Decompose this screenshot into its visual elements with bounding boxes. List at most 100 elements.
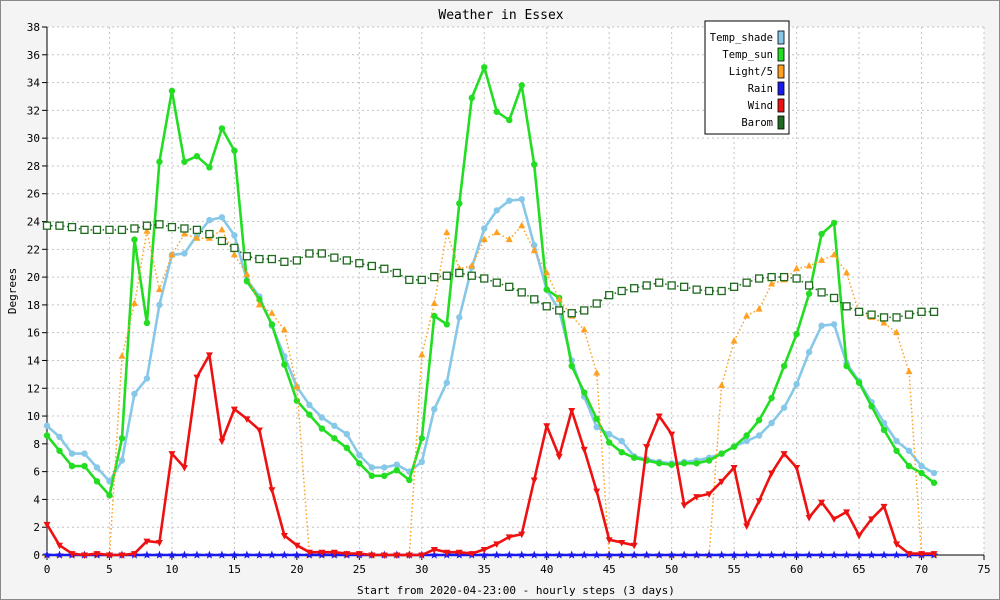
data-point: [593, 488, 601, 496]
data-point: [505, 534, 513, 541]
data-point: [81, 462, 88, 470]
data-point: [618, 539, 626, 547]
data-point: [81, 450, 88, 457]
data-point: [255, 550, 264, 559]
data-point: [268, 487, 276, 494]
data-point: [793, 464, 801, 472]
data-point: [168, 451, 176, 458]
data-point: [167, 550, 177, 559]
data-point: [468, 261, 476, 269]
data-point: [405, 552, 413, 559]
legend-label: Rain: [748, 83, 773, 95]
legend-label: Light/5: [729, 66, 773, 78]
data-point: [293, 397, 301, 404]
data-point: [805, 261, 813, 269]
data-point: [393, 461, 401, 468]
x-tick-label: 65: [852, 563, 865, 576]
data-point: [792, 550, 801, 559]
data-point: [743, 312, 751, 319]
data-point: [780, 362, 788, 370]
x-tick-label: 40: [540, 563, 553, 576]
legend: Temp_shade Temp_sun Light/5 Rain Wind Barom: [704, 20, 790, 135]
chart-title: Weather in Essex: [438, 8, 563, 23]
data-point: [356, 460, 363, 467]
data-point: [480, 546, 488, 554]
legend-label: Wind: [748, 100, 773, 112]
data-point: [605, 291, 614, 300]
data-point: [192, 550, 202, 559]
data-point: [330, 549, 338, 557]
data-point: [593, 415, 600, 423]
data-point: [693, 460, 700, 467]
data-point: [318, 549, 326, 557]
data-point: [554, 550, 564, 559]
data-point: [655, 413, 663, 421]
legend-label: Temp_sun: [722, 49, 773, 61]
data-point: [380, 264, 389, 273]
data-point: [604, 550, 614, 559]
data-point: [480, 235, 488, 243]
data-point: [143, 319, 151, 327]
data-point: [142, 221, 152, 230]
data-point: [443, 379, 450, 386]
data-point: [518, 196, 525, 203]
data-point: [80, 225, 89, 235]
data-point: [618, 448, 625, 456]
data-point: [580, 306, 589, 315]
data-point: [430, 550, 439, 559]
data-point: [530, 477, 538, 484]
data-point: [155, 550, 164, 559]
data-point: [568, 362, 575, 370]
data-point: [717, 550, 726, 559]
data-point: [843, 268, 851, 276]
series-1: [43, 64, 938, 499]
data-point: [629, 550, 639, 559]
data-point: [131, 390, 138, 398]
data-point: [630, 454, 638, 461]
data-point: [618, 437, 625, 445]
data-point: [255, 427, 263, 434]
data-point: [230, 243, 239, 253]
data-point: [893, 328, 901, 336]
data-point: [143, 227, 151, 234]
data-point: [854, 550, 864, 559]
data-point: [168, 250, 176, 258]
y-tick-label: 4: [33, 493, 40, 506]
data-point: [830, 219, 838, 227]
data-point: [417, 275, 426, 285]
data-point: [193, 234, 201, 241]
y-tick-label: 30: [27, 132, 40, 145]
data-point: [506, 116, 513, 124]
data-point: [543, 268, 551, 276]
data-point: [779, 272, 789, 282]
data-point: [605, 537, 613, 544]
data-point: [318, 425, 326, 432]
data-point: [67, 222, 77, 232]
data-point: [692, 550, 701, 559]
data-point: [843, 362, 850, 370]
data-point: [92, 225, 102, 235]
data-point: [755, 432, 763, 439]
data-point: [118, 435, 126, 442]
data-point: [55, 550, 64, 559]
data-point: [192, 225, 202, 235]
data-point: [268, 309, 276, 316]
data-point: [667, 550, 676, 559]
data-point: [331, 422, 338, 429]
x-tick-label: 75: [977, 563, 990, 576]
data-point: [218, 225, 226, 233]
y-tick-label: 32: [27, 104, 40, 117]
data-point: [518, 82, 525, 89]
data-point: [217, 550, 227, 559]
data-point: [355, 259, 364, 268]
x-tick-label: 30: [415, 563, 428, 576]
y-tick-label: 14: [27, 354, 41, 367]
data-point: [818, 322, 825, 329]
data-point: [430, 546, 438, 554]
data-point: [743, 432, 750, 439]
data-point: [755, 417, 763, 424]
legend-swatch: [777, 81, 785, 96]
data-point: [443, 549, 451, 557]
data-point: [804, 281, 814, 290]
